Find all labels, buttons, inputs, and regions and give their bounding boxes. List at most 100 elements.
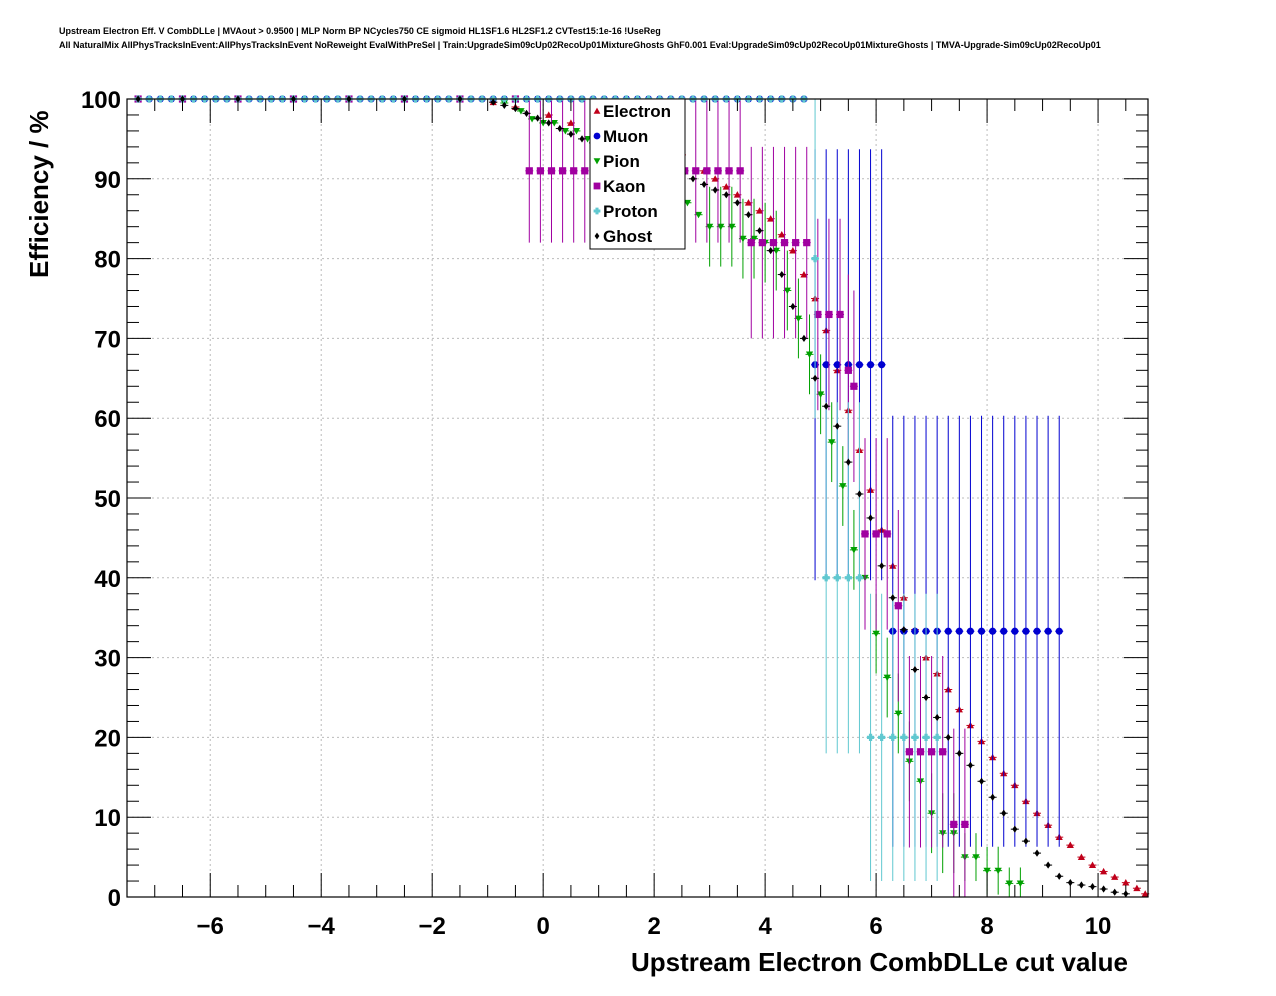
data-point-ghost (546, 119, 552, 127)
data-point-kaon (547, 167, 556, 175)
data-point-electron (567, 119, 575, 126)
data-point-ghost (690, 175, 696, 183)
data-point-ghost (779, 270, 785, 279)
data-point-ghost (856, 490, 862, 498)
data-point-ghost (1056, 872, 1062, 880)
data-point-kaon (558, 167, 567, 175)
data-point-electron (1141, 890, 1149, 897)
data-point-ghost (979, 777, 985, 785)
data-point-pion (839, 483, 847, 490)
data-point-muon (855, 361, 864, 369)
data-point-proton (866, 733, 875, 741)
legend-marker-ghost (594, 232, 600, 240)
data-point-kaon (692, 167, 700, 175)
data-point-kaon (570, 167, 578, 175)
data-point-kaon (950, 820, 958, 828)
data-point-pion (561, 128, 569, 135)
series-pion (134, 96, 1025, 897)
x-tick-label: 8 (980, 913, 993, 940)
data-point-proton (889, 733, 897, 741)
x-tick-label: 6 (869, 913, 882, 940)
data-point-ghost (745, 211, 751, 219)
y-tick-label: 80 (94, 247, 121, 274)
legend-label-pion: Pion (603, 152, 640, 171)
data-point-proton (878, 733, 886, 741)
data-point-kaon (850, 382, 858, 390)
data-point-ghost (823, 402, 829, 410)
y-tick-label: 50 (94, 486, 121, 513)
data-point-ghost (1023, 837, 1029, 845)
data-point-muon (989, 627, 997, 635)
data-point-pion (517, 108, 525, 115)
data-point-proton (911, 733, 919, 741)
data-point-kaon (780, 239, 789, 247)
data-point-pion (805, 351, 814, 358)
data-point-pion (572, 128, 581, 135)
data-point-ghost (912, 665, 918, 674)
data-point-ghost (790, 302, 796, 311)
data-point-kaon (525, 167, 533, 175)
data-point-ghost (524, 109, 530, 117)
data-point-kaon (814, 310, 822, 319)
data-point-pion (994, 867, 1002, 875)
data-point-muon (1055, 627, 1063, 635)
data-point-electron (1122, 879, 1130, 886)
data-point-electron (722, 183, 730, 190)
data-point-electron (733, 191, 741, 198)
data-point-proton (833, 574, 841, 582)
legend-marker-pion (593, 158, 601, 165)
data-point-ghost (834, 422, 840, 430)
data-point-ghost (1078, 881, 1084, 889)
data-point-proton (933, 733, 941, 741)
data-point-ghost (568, 130, 574, 138)
data-point-proton (844, 574, 852, 582)
data-point-pion (739, 235, 747, 243)
y-tick-label: 70 (94, 326, 121, 353)
data-point-pion (717, 223, 725, 231)
legend-label-muon: Muon (603, 127, 648, 146)
data-point-pion (794, 315, 803, 323)
data-point-electron (1077, 853, 1086, 860)
data-point-muon (1022, 627, 1030, 635)
data-point-muon (822, 361, 830, 369)
data-point-pion (694, 211, 703, 219)
y-tick-label: 40 (94, 566, 121, 593)
data-point-pion (683, 199, 692, 207)
x-tick-label: 4 (758, 913, 772, 940)
data-point-ghost (868, 514, 874, 522)
data-point-kaon (714, 167, 722, 175)
data-point-muon (1044, 627, 1052, 635)
data-point-proton (855, 574, 864, 582)
data-point-ghost (934, 713, 940, 722)
data-point-kaon (581, 167, 589, 175)
data-point-ghost (490, 98, 496, 106)
data-point-kaon (836, 310, 844, 319)
y-tick-label: 30 (94, 646, 121, 673)
data-point-electron (800, 270, 808, 278)
y-tick-label: 60 (94, 406, 121, 433)
data-point-kaon (825, 310, 833, 319)
y-axis-title: Efficiency / % (24, 110, 54, 278)
data-point-kaon (872, 530, 880, 538)
y-tick-label: 100 (81, 87, 121, 114)
data-point-muon (878, 361, 886, 369)
legend-box (589, 98, 686, 250)
data-point-muon (966, 627, 975, 635)
data-point-kaon (803, 239, 811, 247)
series-proton (134, 95, 942, 882)
data-point-pion (872, 630, 880, 638)
legend: Electron Muon Pion Kaon Proton Ghost (589, 98, 686, 250)
data-point-kaon (769, 239, 778, 247)
y-tick-label: 10 (94, 805, 121, 832)
data-point-pion (850, 546, 858, 554)
legend-marker-electron (593, 107, 601, 114)
data-point-ghost (712, 186, 718, 194)
data-point-pion (583, 136, 592, 143)
data-point-ghost (501, 101, 507, 109)
x-tick-label: −6 (197, 913, 224, 940)
data-point-ghost (557, 124, 563, 133)
data-point-ghost (990, 793, 996, 801)
data-point-ghost (757, 227, 763, 235)
data-point-electron (755, 207, 764, 214)
